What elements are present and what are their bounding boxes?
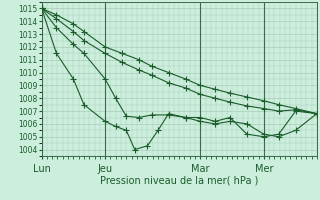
X-axis label: Pression niveau de la mer( hPa ): Pression niveau de la mer( hPa ) — [100, 175, 258, 185]
